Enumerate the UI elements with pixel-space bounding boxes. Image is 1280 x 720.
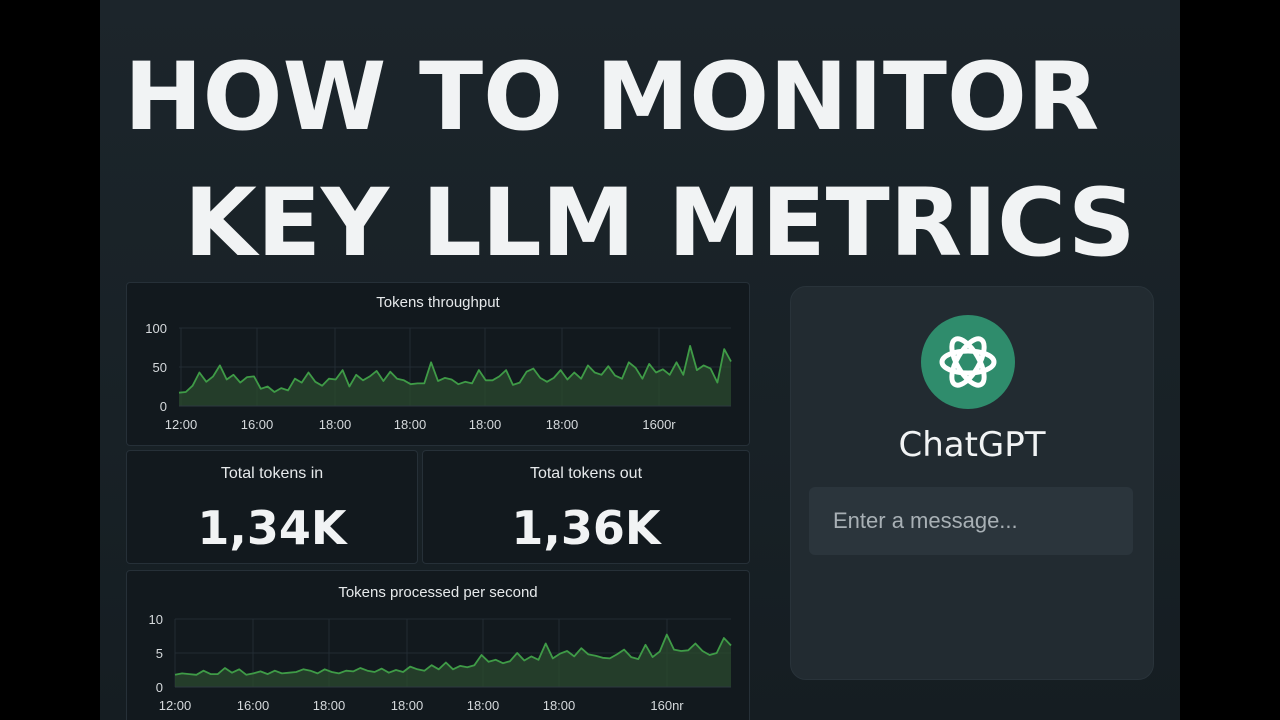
x-tick-label: 18:00 xyxy=(319,417,352,432)
tokens-throughput-panel: Tokens throughput 0 50 100 12:00 16:00 18:00 1… xyxy=(126,282,750,446)
x-tick-label: 12:00 xyxy=(165,417,198,432)
total-tokens-in-card: Total tokens in 1,34K xyxy=(126,450,418,564)
chatgpt-name: ChatGPT xyxy=(898,425,1046,465)
tokens-per-second-chart: 0 5 10 12:00 16:00 18:00 18:00 18:00 18:00 160nr xyxy=(149,612,732,713)
thumbnail-canvas: HOW TO MONITOR KEY LLM METRICS Tokens th… xyxy=(100,0,1180,720)
y-tick-label: 5 xyxy=(156,646,163,661)
y-tick-label: 10 xyxy=(149,612,163,627)
y-tick-label: 50 xyxy=(153,360,167,375)
x-tick-label: 18:00 xyxy=(543,698,576,713)
x-tick-label: 18:00 xyxy=(467,698,500,713)
openai-knot-icon xyxy=(921,315,1015,409)
stat-value: 1,34K xyxy=(197,501,347,555)
series-area xyxy=(175,634,731,687)
chart-title: Tokens processed per second xyxy=(338,584,538,601)
message-input[interactable] xyxy=(809,487,1133,555)
series-area xyxy=(179,345,731,406)
y-tick-label: 100 xyxy=(145,321,167,336)
series-line xyxy=(178,345,732,394)
headline-line-2: KEY LLM METRICS xyxy=(184,169,1136,278)
y-tick-label: 0 xyxy=(156,680,163,695)
x-tick-label: 1600r xyxy=(642,417,676,432)
x-tick-label: 18:00 xyxy=(313,698,346,713)
x-tick-label: 16:00 xyxy=(237,698,270,713)
x-tick-label: 18:00 xyxy=(394,417,427,432)
stat-value: 1,36K xyxy=(511,501,661,555)
stat-label: Total tokens in xyxy=(220,465,324,482)
total-tokens-out-card: Total tokens out 1,36K xyxy=(422,450,750,564)
x-tick-label: 160nr xyxy=(650,698,684,713)
stat-label: Total tokens out xyxy=(529,465,643,482)
x-tick-label: 18:00 xyxy=(391,698,424,713)
x-tick-label: 18:00 xyxy=(469,417,502,432)
tokens-throughput-chart: 0 50 100 12:00 16:00 18:00 18:00 18:00 18:00 1600… xyxy=(145,321,732,432)
chatgpt-card: ChatGPT xyxy=(790,286,1154,680)
x-tick-label: 18:00 xyxy=(546,417,579,432)
tokens-per-second-panel: Tokens processed per second 0 5 10 12:00 16:… xyxy=(126,570,750,720)
series-line xyxy=(174,633,732,676)
y-tick-label: 0 xyxy=(160,399,167,414)
chart-title: Tokens throughput xyxy=(376,294,500,311)
x-tick-label: 12:00 xyxy=(159,698,192,713)
headline-line-1: HOW TO MONITOR xyxy=(124,43,1100,152)
x-tick-label: 16:00 xyxy=(241,417,274,432)
